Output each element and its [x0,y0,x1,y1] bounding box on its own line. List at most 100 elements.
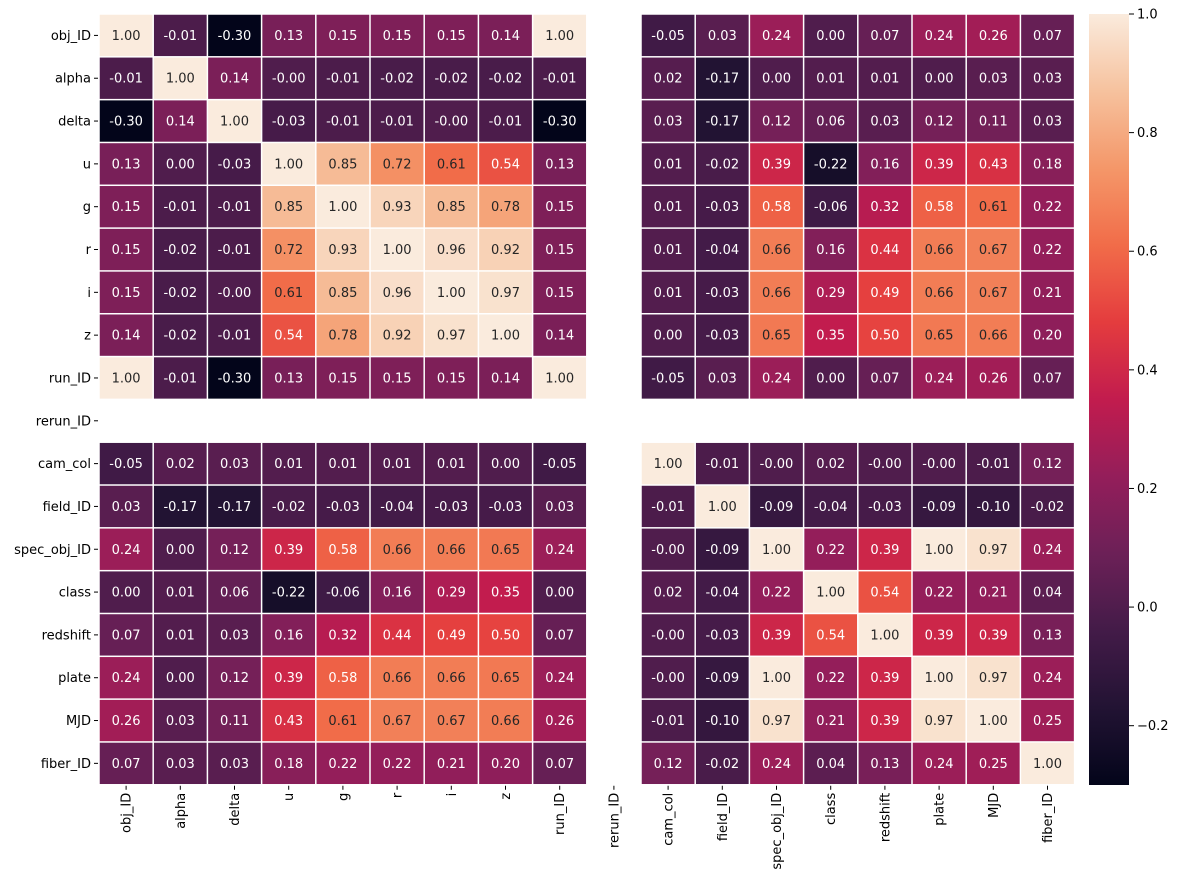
cell-value-z-g: 0.78 [328,329,357,344]
y-label-rerun_ID: rerun_ID [36,414,91,429]
cell-value-g-z: 0.78 [491,200,520,215]
cell-value-fiber_ID-redshift: 0.13 [870,757,899,772]
cell-value-delta-class: 0.06 [816,115,845,130]
cell-value-g-class: -0.06 [814,200,848,215]
cell-value-class-r: 0.16 [383,586,412,601]
heatmap-cell-obj_ID-delta [208,14,261,57]
heatmap-cell-alpha-cam_col [641,57,695,99]
heatmap-cell-alpha-field_ID [695,57,749,99]
cell-value-class-MJD: 0.21 [979,586,1008,601]
heatmap-cell-r-z [479,228,532,271]
cell-value-r-g: 0.93 [328,243,357,258]
cell-value-redshift-obj_ID: 0.07 [112,628,141,643]
heatmap-cell-g-field_ID [695,186,749,228]
cell-value-plate-redshift: 0.39 [870,671,899,686]
cell-value-alpha-spec_obj_ID: 0.00 [762,72,791,87]
heatmap-cell-g-run_ID [533,186,587,228]
heatmap-cell-redshift-redshift [858,614,912,656]
cell-value-alpha-class: 0.01 [816,72,845,87]
heatmap-cell-plate-redshift [858,657,912,699]
heatmap-cell-alpha-i [424,57,478,99]
cell-value-alpha-plate: 0.00 [925,72,954,87]
heatmap-cell-obj_ID-r [370,14,424,57]
heatmap-cell-r-r [370,228,424,271]
heatmap-cell-cam_col-i [424,442,478,485]
cell-value-g-run_ID: 0.15 [545,200,574,215]
heatmap-cell-class-delta [208,571,261,613]
heatmap-cell-obj_ID-field_ID [695,14,749,57]
cell-value-fiber_ID-z: 0.20 [491,757,520,772]
heatmap-cell-obj_ID-z [479,14,532,57]
cell-value-u-z: 0.54 [491,157,520,172]
heatmap-cell-r-MJD [966,228,1020,271]
cell-value-spec_obj_ID-obj_ID: 0.24 [112,543,141,558]
cell-value-r-run_ID: 0.15 [545,243,574,258]
heatmap-cell-g-fiber_ID [1021,186,1074,228]
cell-value-i-r: 0.96 [383,286,412,301]
cell-value-redshift-plate: 0.39 [925,628,954,643]
cell-value-obj_ID-z: 0.14 [491,29,520,44]
heatmap-cell-run_ID-obj_ID [99,357,153,399]
cell-value-obj_ID-MJD: 0.26 [979,29,1008,44]
cell-value-MJD-delta: 0.11 [220,714,249,729]
heatmap-cell-MJD-delta [208,699,261,742]
heatmap-cell-spec_obj_ID-run_ID [533,528,587,570]
cell-value-run_ID-alpha: -0.01 [163,371,197,386]
heatmap-cell-cam_col-delta [208,442,261,485]
cell-value-r-r: 1.00 [383,243,412,258]
heatmap-cell-obj_ID-obj_ID [99,14,153,57]
heatmap-cell-u-class [804,143,858,185]
heatmap-cell-fiber_ID-run_ID [533,742,587,785]
heatmap-cell-cam_col-redshift [858,442,912,485]
cell-value-fiber_ID-alpha: 0.03 [166,757,195,772]
cell-value-class-redshift: 0.54 [870,586,899,601]
cell-value-redshift-r: 0.44 [383,628,412,643]
heatmap-cell-delta-alpha [153,100,207,142]
heatmap-cell-fiber_ID-i [424,742,478,785]
heatmap-cell-delta-z [479,100,532,142]
cell-value-delta-plate: 0.12 [925,115,954,130]
cell-value-delta-cam_col: 0.03 [654,115,683,130]
cell-value-z-r: 0.92 [383,329,412,344]
heatmap-cell-class-alpha [153,571,207,613]
heatmap-cell-plate-delta [208,657,261,699]
heatmap-cell-i-fiber_ID [1021,271,1074,313]
heatmap-cell-plate-MJD [966,657,1020,699]
cell-value-alpha-obj_ID: -0.01 [109,72,143,87]
heatmap-cell-redshift-field_ID [695,614,749,656]
cell-value-alpha-u: -0.00 [272,72,306,87]
heatmap-cell-MJD-fiber_ID [1021,699,1074,742]
heatmap-cell-g-class [804,186,858,228]
heatmap-cell-r-obj_ID [99,228,153,271]
colorbar-tick-label-4: 0.2 [1137,482,1158,497]
heatmap-cell-spec_obj_ID-delta [208,528,261,570]
cell-value-spec_obj_ID-delta: 0.12 [220,543,249,558]
cell-value-MJD-alpha: 0.03 [166,714,195,729]
heatmap-cell-i-delta [208,271,261,313]
heatmap-cell-cam_col-plate [912,442,966,485]
heatmap-cell-redshift-run_ID [533,614,587,656]
cell-value-class-fiber_ID: 0.04 [1033,586,1062,601]
cell-value-g-fiber_ID: 0.22 [1033,200,1062,215]
cell-value-fiber_ID-plate: 0.24 [925,757,954,772]
cell-value-i-g: 0.85 [328,286,357,301]
heatmap-cell-z-spec_obj_ID [750,314,803,356]
heatmap-cell-spec_obj_ID-r [370,528,424,570]
x-label-g: g [336,793,351,801]
heatmap-cell-run_ID-redshift [858,357,912,399]
cell-value-fiber_ID-run_ID: 0.07 [545,757,574,772]
heatmap-cell-fiber_ID-cam_col [641,742,695,785]
cell-value-obj_ID-delta: -0.30 [218,29,252,44]
heatmap-cell-MJD-i [424,699,478,742]
cell-value-u-g: 0.85 [328,157,357,172]
cell-value-plate-alpha: 0.00 [166,671,195,686]
cell-value-run_ID-cam_col: -0.05 [651,371,685,386]
cell-value-class-delta: 0.06 [220,586,249,601]
x-label-rerun_ID: rerun_ID [607,793,622,848]
colorbar-tick-label-0: 1.0 [1137,8,1158,23]
heatmap-cell-redshift-cam_col [641,614,695,656]
heatmap-cell-plate-class [804,657,858,699]
heatmap-cell-g-z [479,186,532,228]
cell-value-u-run_ID: 0.13 [545,157,574,172]
cell-value-u-obj_ID: 0.13 [112,157,141,172]
